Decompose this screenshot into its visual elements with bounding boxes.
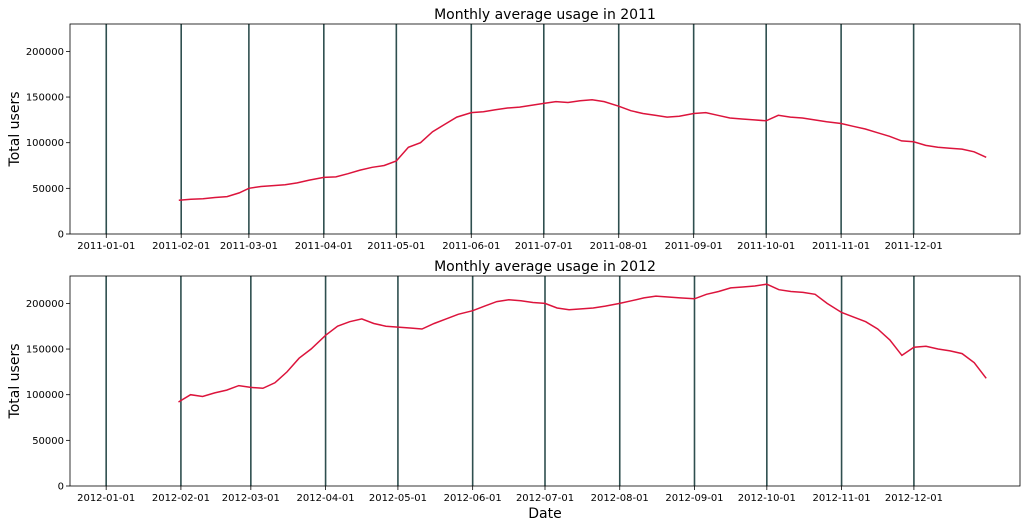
x-tick-label: 2011-04-01 bbox=[295, 241, 353, 252]
x-tick-label: 2012-09-01 bbox=[665, 493, 723, 504]
chart-title: Monthly average usage in 2012 bbox=[434, 259, 656, 275]
x-tick-label: 2011-09-01 bbox=[665, 241, 723, 252]
x-tick-label: 2012-05-01 bbox=[369, 493, 427, 504]
x-tick-label: 2011-12-01 bbox=[885, 241, 943, 252]
y-axis-label: Total users bbox=[7, 92, 23, 168]
chart-panel-2012: Monthly average usage in 2012 Total user… bbox=[7, 259, 1021, 522]
series-line bbox=[178, 99, 987, 201]
plot-area: 0 50000 100000 150000 200000 2011-01-01 2011-0… bbox=[26, 24, 987, 252]
x-tick-label: 2012-07-01 bbox=[516, 493, 574, 504]
x-tick-label: 2012-11-01 bbox=[813, 493, 871, 504]
x-axis-label: Date bbox=[528, 506, 561, 522]
y-tick-label: 50000 bbox=[32, 436, 64, 447]
plot-area: 0 50000 100000 150000 200000 2012-01-01 2012-0… bbox=[26, 276, 987, 504]
x-tick-label: 2011-11-01 bbox=[812, 241, 870, 252]
chart-panel-2011: Monthly average usage in 2011 Total user… bbox=[7, 7, 1021, 252]
x-tick-label: 2012-04-01 bbox=[297, 493, 355, 504]
x-tick-label: 2012-08-01 bbox=[591, 493, 649, 504]
y-tick-label: 150000 bbox=[26, 345, 64, 356]
x-tick-label: 2011-06-01 bbox=[442, 241, 500, 252]
x-tick-label: 2012-12-01 bbox=[885, 493, 943, 504]
x-tick-label: 2011-03-01 bbox=[220, 241, 278, 252]
x-tick-label: 2012-02-01 bbox=[152, 493, 210, 504]
y-tick-label: 0 bbox=[58, 230, 64, 241]
y-tick-label: 100000 bbox=[26, 390, 64, 401]
y-tick-label: 200000 bbox=[26, 47, 64, 58]
x-tick-label: 2011-05-01 bbox=[367, 241, 425, 252]
x-tick-label: 2012-06-01 bbox=[444, 493, 502, 504]
y-tick-label: 0 bbox=[58, 482, 64, 493]
x-tick-label: 2011-08-01 bbox=[590, 241, 648, 252]
y-tick-label: 50000 bbox=[32, 184, 64, 195]
x-tick-label: 2012-10-01 bbox=[738, 493, 796, 504]
x-tick-label: 2011-07-01 bbox=[515, 241, 573, 252]
x-tick-label: 2011-10-01 bbox=[737, 241, 795, 252]
y-tick-label: 200000 bbox=[26, 299, 64, 310]
series-line bbox=[178, 283, 987, 403]
x-tick-label: 2011-02-01 bbox=[152, 241, 210, 252]
y-axis-label: Total users bbox=[7, 344, 23, 420]
y-tick-label: 150000 bbox=[26, 93, 64, 104]
x-tick-label: 2012-01-01 bbox=[77, 493, 135, 504]
x-tick-label: 2011-01-01 bbox=[77, 241, 135, 252]
chart-title: Monthly average usage in 2011 bbox=[434, 7, 656, 23]
axes-frame bbox=[69, 275, 1021, 487]
y-tick-label: 100000 bbox=[26, 138, 64, 149]
x-tick-label: 2012-03-01 bbox=[222, 493, 280, 504]
axes-frame bbox=[69, 23, 1021, 235]
